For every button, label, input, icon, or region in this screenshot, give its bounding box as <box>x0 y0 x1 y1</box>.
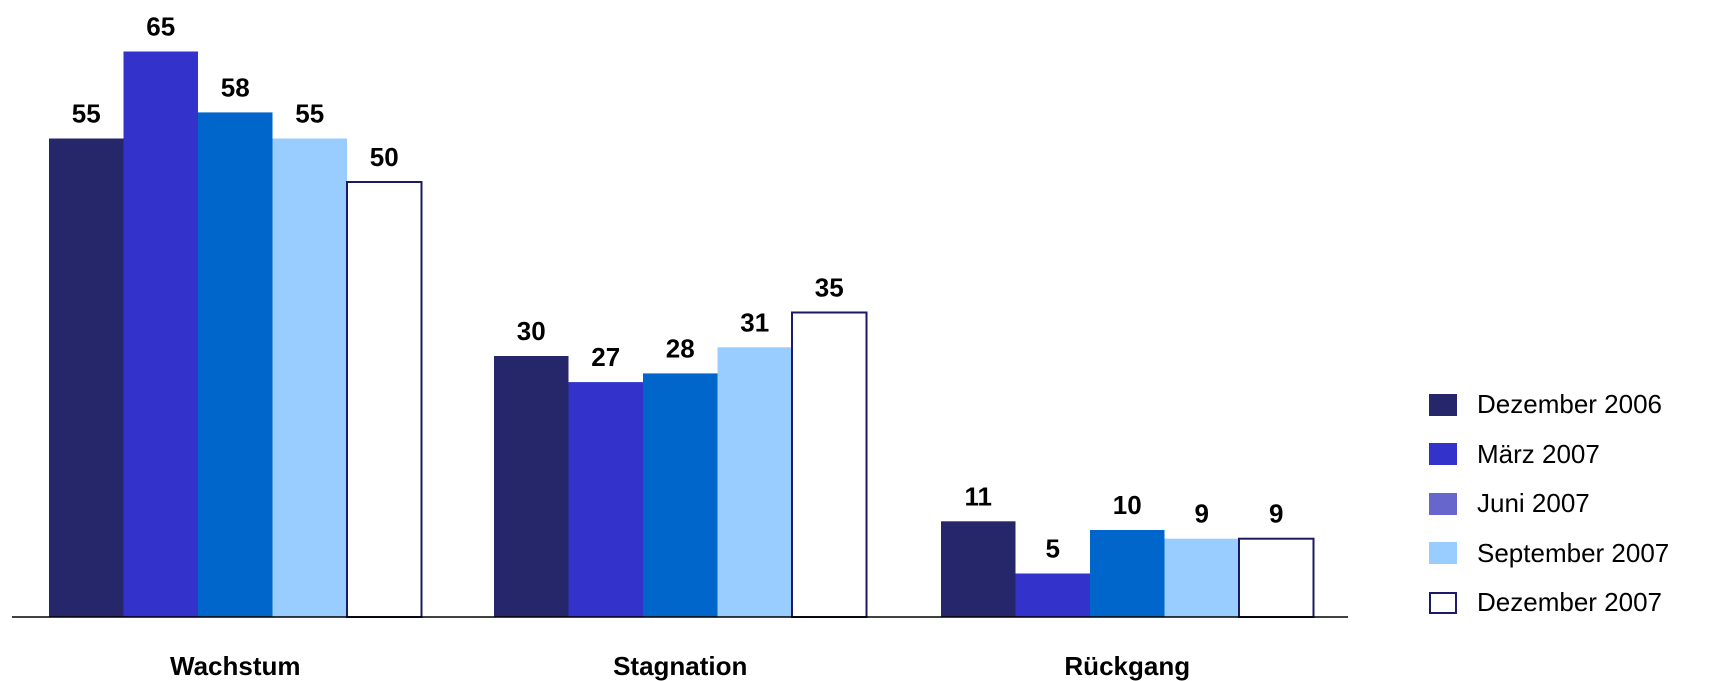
value-label-0-3: 55 <box>295 99 324 129</box>
value-label-1-3: 31 <box>740 307 769 337</box>
bar-1-4 <box>791 311 868 618</box>
value-label-1-4: 35 <box>815 273 844 303</box>
legend-label-3: September 2007 <box>1477 537 1670 568</box>
value-labels-group: 55 65 58 55 50 30 27 28 31 35 11 5 10 9 9 <box>72 12 1284 564</box>
category-label-1: Stagnation <box>613 651 747 681</box>
value-label-1-1: 27 <box>591 342 620 372</box>
value-label-0-1: 65 <box>146 12 175 42</box>
bars-group <box>49 51 1315 619</box>
value-label-2-0: 11 <box>965 481 993 511</box>
value-label-2-2: 10 <box>1113 490 1142 520</box>
value-label-0-0: 55 <box>72 99 101 129</box>
legend-label-1: März 2007 <box>1477 438 1600 469</box>
bar-2-4 <box>1238 537 1315 619</box>
legend-item-1: März 2007 <box>1429 430 1669 480</box>
legend-label-4: Dezember 2007 <box>1477 587 1662 618</box>
legend: Dezember 2006 März 2007 Juni 2007 September… <box>1429 380 1669 628</box>
bar-1-1 <box>568 382 643 617</box>
legend-swatch-0 <box>1429 393 1457 416</box>
bar-1-2 <box>643 373 718 617</box>
bar-0-2 <box>198 112 273 618</box>
bar-0-0 <box>49 138 124 617</box>
legend-swatch-3 <box>1429 542 1457 565</box>
value-label-0-2: 58 <box>221 72 250 102</box>
legend-label-0: Dezember 2006 <box>1477 389 1662 420</box>
legend-item-2: Juni 2007 <box>1429 479 1669 529</box>
legend-item-3: September 2007 <box>1429 529 1669 579</box>
bar-1-3 <box>717 347 792 617</box>
bar-2-3 <box>1164 538 1239 617</box>
legend-swatch-2 <box>1429 492 1457 515</box>
value-label-2-3: 9 <box>1195 499 1209 529</box>
value-label-1-0: 30 <box>517 316 546 346</box>
value-label-2-1: 5 <box>1046 534 1060 564</box>
bar-2-2 <box>1090 530 1165 617</box>
legend-label-2: Juni 2007 <box>1477 488 1590 519</box>
bar-1-0 <box>494 356 569 617</box>
bar-2-0 <box>941 521 1016 617</box>
value-label-0-4: 50 <box>370 142 399 172</box>
bar-0-1 <box>123 51 198 617</box>
bar-0-3 <box>272 138 347 617</box>
category-label-2: Rückgang <box>1064 651 1190 681</box>
category-labels-group: Wachstum Stagnation Rückgang <box>170 651 1190 681</box>
legend-item-4: Dezember 2007 <box>1429 578 1669 628</box>
category-label-0: Wachstum <box>170 651 301 681</box>
legend-swatch-1 <box>1429 443 1457 466</box>
legend-item-0: Dezember 2006 <box>1429 380 1669 430</box>
bar-2-1 <box>1015 573 1090 617</box>
value-label-1-2: 28 <box>666 333 695 363</box>
value-label-2-4: 9 <box>1269 499 1283 529</box>
legend-swatch-4 <box>1429 591 1457 614</box>
bar-0-4 <box>346 181 423 618</box>
